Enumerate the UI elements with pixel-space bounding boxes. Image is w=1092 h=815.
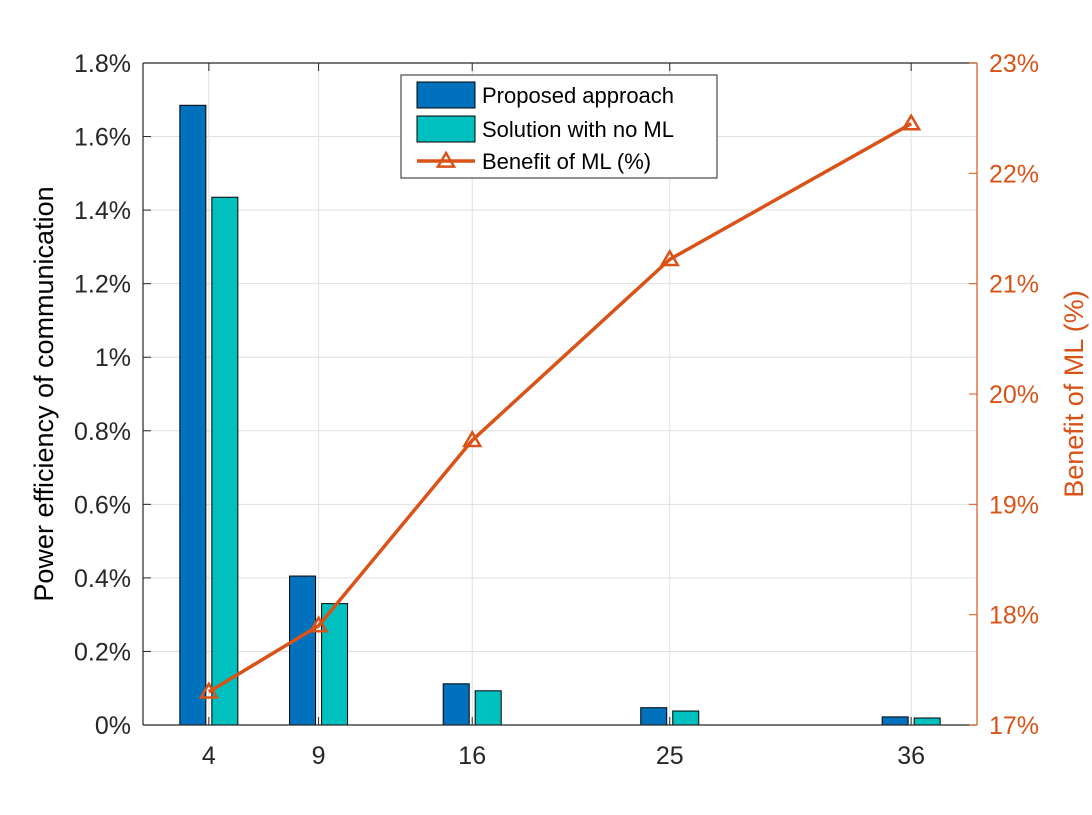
bar-proposed-25 <box>640 707 668 726</box>
legend: Proposed approach Solution with no ML Bene… <box>400 74 718 179</box>
x-tick-label: 16 <box>458 742 486 770</box>
benefit-marker-25 <box>659 248 680 267</box>
x-tick-label: 25 <box>656 742 684 770</box>
bar-proposed-16 <box>442 683 470 726</box>
left-tick-label: 0.6% <box>74 491 131 519</box>
right-tick-label: 20% <box>989 381 1039 409</box>
right-axis-label: Benefit of ML (%) <box>1059 290 1089 498</box>
left-axis-label: Power efficiency of communication <box>29 186 59 601</box>
legend-entry-0: Proposed approach <box>482 83 674 108</box>
right-tick-label: 23% <box>989 50 1039 78</box>
bar-no-ml-36 <box>913 717 941 726</box>
legend-entry-2: Benefit of ML (%) <box>482 149 651 174</box>
x-tick-label: 9 <box>312 742 326 770</box>
line-series <box>198 113 922 699</box>
right-tick-label: 18% <box>989 602 1039 630</box>
bar-proposed-9 <box>289 575 317 726</box>
benefit-marker-16 <box>462 429 483 448</box>
legend-entry-1: Solution with no ML <box>482 117 674 142</box>
right-tick-label: 17% <box>989 712 1039 740</box>
left-tick-label: 0.2% <box>74 638 131 666</box>
benefit-marker-4 <box>198 681 220 699</box>
x-tick-label: 4 <box>202 742 216 770</box>
left-tick-label: 1.8% <box>74 50 131 78</box>
bars <box>179 104 941 726</box>
left-tick-label: 1.4% <box>74 197 131 225</box>
left-tick-label: 1.2% <box>74 271 131 299</box>
bar-proposed-4 <box>179 104 207 726</box>
left-tick-label: 0.4% <box>74 565 131 593</box>
legend-marker <box>435 150 457 168</box>
left-tick-label: 0% <box>95 712 131 740</box>
legend-swatch-1 <box>416 115 476 143</box>
bar-no-ml-4 <box>211 196 239 726</box>
right-tick-label: 21% <box>989 271 1039 299</box>
left-tick-label: 1.6% <box>74 124 131 152</box>
left-tick-label: 1% <box>95 344 131 372</box>
benefit-marker-36 <box>900 113 922 131</box>
bar-proposed-36 <box>881 716 909 726</box>
benefit-line <box>207 122 913 694</box>
tick-labels: 0% 0.2% 0.4% 0.6% 0.8% 1% 1.2% 1.4% 1.6% 1.8% 17% 1… <box>74 50 1039 770</box>
x-tick-label: 36 <box>897 742 925 770</box>
right-tick-label: 22% <box>989 160 1039 188</box>
left-tick-label: 0.8% <box>74 418 131 446</box>
bar-no-ml-9 <box>321 603 349 726</box>
bar-no-ml-16 <box>474 690 502 726</box>
bar-no-ml-25 <box>672 710 700 726</box>
benefit-marker-9 <box>308 615 329 633</box>
right-tick-label: 19% <box>989 491 1039 519</box>
legend-swatch-0 <box>416 81 476 109</box>
